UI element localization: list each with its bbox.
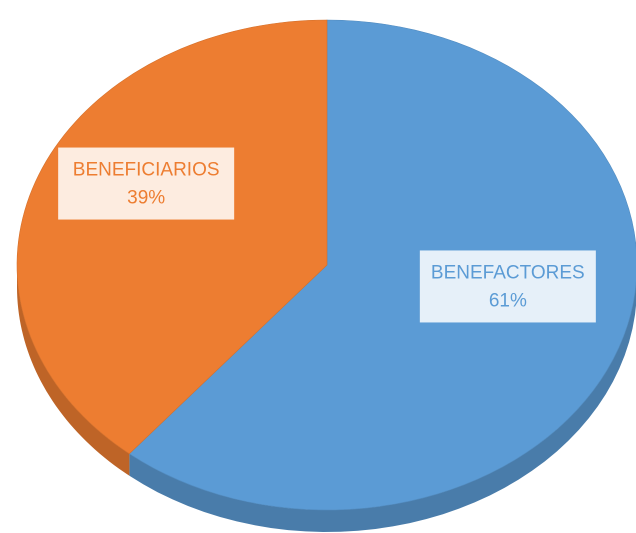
data-label: BENEFICIARIOS 39%: [58, 147, 235, 220]
label-box: [419, 250, 596, 323]
category-label: BENEFACTORES: [431, 262, 585, 283]
value-label: 61%: [489, 290, 527, 311]
data-label: BENEFACTORES 61%: [419, 250, 596, 323]
slice: [128, 19, 636, 511]
category-label: BENEFICIARIOS: [73, 160, 220, 181]
slice: [16, 19, 328, 455]
slice-side: [17, 265, 130, 476]
slice-side: [129, 283, 636, 532]
value-label: 39%: [127, 188, 165, 209]
label-box: [58, 147, 235, 220]
